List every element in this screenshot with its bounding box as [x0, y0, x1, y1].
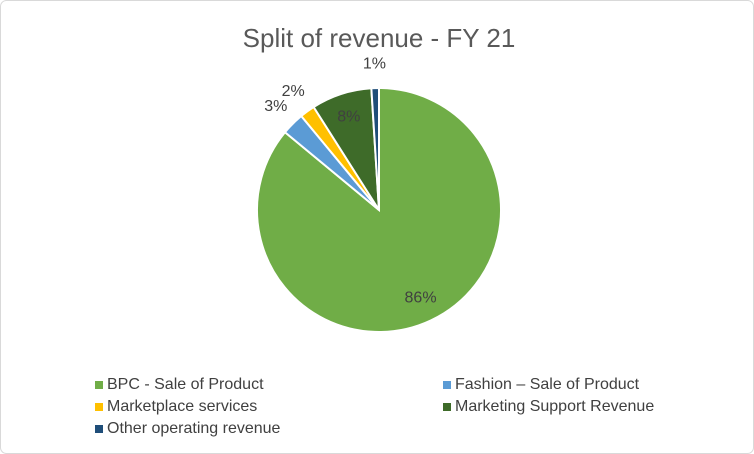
pie-slice — [370, 86, 380, 211]
legend-label: BPC - Sale of Product — [107, 376, 264, 393]
legend-swatch — [95, 403, 103, 411]
legend-swatch — [95, 425, 103, 433]
legend-swatch — [95, 381, 103, 389]
legend-label: Marketplace services — [107, 398, 257, 415]
legend-swatch — [443, 403, 451, 411]
data-label: 2% — [282, 83, 305, 100]
data-label: 8% — [337, 108, 360, 125]
data-label: 86% — [405, 290, 437, 307]
legend-label: Fashion – Sale of Product — [455, 376, 640, 393]
legend-label: Marketing Support Revenue — [455, 398, 654, 415]
chart-title: Split of revenue - FY 21 — [243, 23, 516, 53]
legend-label: Other operating revenue — [107, 420, 281, 437]
legend-swatch — [443, 381, 451, 389]
data-label: 1% — [363, 55, 386, 72]
data-label: 3% — [264, 98, 287, 115]
